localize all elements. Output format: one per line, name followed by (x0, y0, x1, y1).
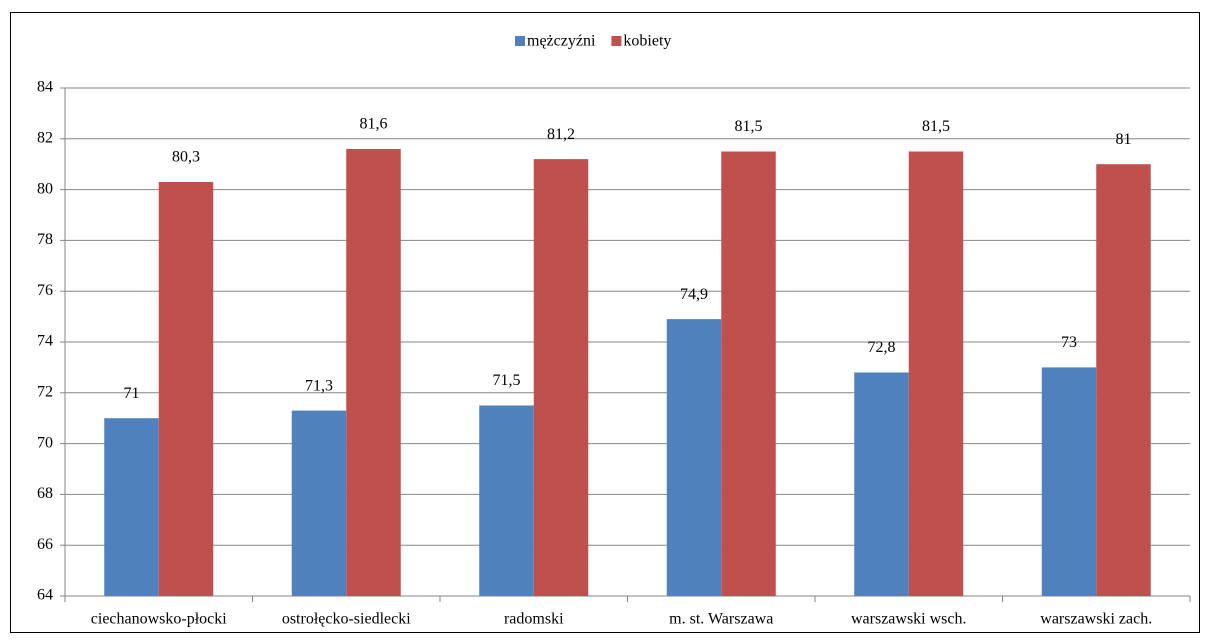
legend-swatch (515, 36, 525, 46)
y-tick-label: 80 (37, 180, 53, 197)
legend-label: mężczyźni (527, 33, 596, 50)
y-tick-label: 72 (37, 383, 53, 400)
value-label: 71 (124, 385, 140, 402)
value-label: 72,8 (868, 339, 896, 356)
bar (533, 159, 589, 596)
value-label: 80,3 (172, 149, 200, 166)
bar (346, 148, 401, 596)
bar (666, 319, 722, 596)
bar (479, 405, 534, 596)
value-label: 74,9 (680, 286, 708, 303)
bar (104, 418, 159, 596)
bar (721, 151, 776, 596)
legend-swatch (611, 36, 622, 46)
value-label: 81,2 (547, 126, 575, 143)
legend-label: kobiety (623, 33, 671, 50)
x-tick-label: ostrołęcko-siedlecki (282, 611, 411, 628)
value-label: 81,5 (735, 118, 763, 135)
x-tick-label: m. st. Warszawa (669, 611, 773, 628)
bar (1096, 164, 1151, 596)
value-label: 81,5 (922, 118, 950, 135)
y-tick-label: 66 (37, 536, 53, 553)
y-tick-label: 82 (37, 129, 53, 146)
bar (854, 372, 909, 596)
value-label: 81,6 (360, 116, 388, 133)
y-tick-label: 68 (37, 485, 53, 502)
value-label: 81 (1116, 131, 1132, 148)
x-tick-label: warszawski wsch. (851, 611, 967, 628)
y-tick-label: 78 (37, 231, 53, 248)
bar (1041, 367, 1097, 596)
x-tick-label: ciechanowsko-płocki (91, 611, 228, 628)
y-tick-label: 70 (37, 434, 53, 451)
bar (158, 181, 214, 597)
x-tick-label: warszawski zach. (1040, 611, 1152, 628)
y-tick-label: 76 (37, 282, 53, 299)
y-tick-label: 84 (37, 79, 53, 96)
bar (291, 410, 347, 596)
x-tick-label: radomski (504, 611, 564, 628)
y-tick-label: 74 (37, 333, 53, 350)
value-label: 71,3 (305, 377, 333, 394)
value-label: 71,5 (493, 372, 521, 389)
y-tick-label: 64 (37, 587, 53, 604)
bar (908, 151, 964, 596)
value-label: 73 (1061, 334, 1077, 351)
